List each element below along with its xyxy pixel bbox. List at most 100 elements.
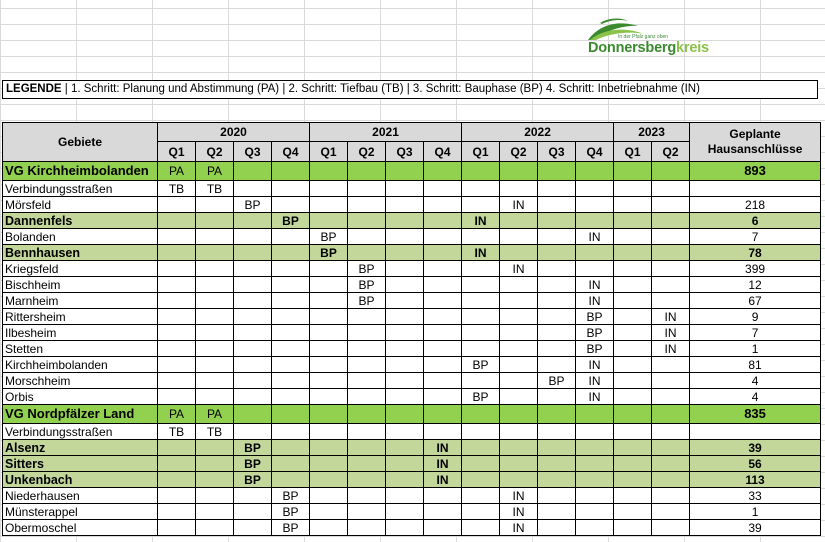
phase-cell[interactable] [461,455,501,472]
phase-cell[interactable]: BP [233,196,272,213]
phase-cell[interactable] [157,292,196,309]
phase-cell[interactable] [499,404,539,424]
planned-connections-cell[interactable]: 399 [689,260,822,277]
planned-connections-cell[interactable]: 1 [689,340,822,357]
phase-cell[interactable]: IN [575,292,615,309]
phase-cell[interactable] [270,404,311,424]
phase-cell[interactable] [499,372,539,389]
phase-cell[interactable] [347,244,387,261]
area-name-cell[interactable]: VG Nordpfälzer Land [2,404,158,424]
phase-cell[interactable] [537,196,577,213]
planned-connections-cell[interactable]: 12 [689,276,822,293]
phase-cell[interactable] [270,340,311,357]
phase-cell[interactable] [385,455,425,472]
phase-cell[interactable] [651,356,691,373]
phase-cell[interactable] [385,212,425,229]
area-name-cell[interactable]: Ilbesheim [2,324,158,341]
phase-cell[interactable] [347,487,387,504]
phase-cell[interactable] [613,260,653,277]
phase-cell[interactable] [537,356,577,373]
phase-cell[interactable]: IN [499,503,539,520]
phase-cell[interactable] [575,180,615,197]
phase-cell[interactable] [157,471,196,488]
phase-cell[interactable]: IN [499,196,539,213]
phase-cell[interactable] [423,356,463,373]
area-name-cell[interactable]: Orbis [2,388,158,405]
phase-cell[interactable] [537,519,577,536]
phase-cell[interactable] [309,324,349,341]
phase-cell[interactable] [651,503,691,520]
phase-cell[interactable] [461,228,501,245]
phase-cell[interactable] [423,519,463,536]
phase-cell[interactable] [575,455,615,472]
phase-cell[interactable] [385,487,425,504]
phase-cell[interactable] [233,212,272,229]
phase-cell[interactable] [195,228,234,245]
phase-cell[interactable]: BP [575,324,615,341]
phase-cell[interactable] [651,161,691,181]
phase-cell[interactable]: IN [575,356,615,373]
phase-cell[interactable]: BP [347,276,387,293]
phase-cell[interactable] [537,161,577,181]
phase-cell[interactable] [347,404,387,424]
phase-cell[interactable] [613,404,653,424]
phase-cell[interactable] [309,196,349,213]
phase-cell[interactable] [270,260,311,277]
phase-cell[interactable]: BP [270,519,311,536]
phase-cell[interactable] [347,356,387,373]
phase-cell[interactable]: BP [309,244,349,261]
phase-cell[interactable] [233,340,272,357]
phase-cell[interactable] [195,196,234,213]
phase-cell[interactable] [499,292,539,309]
phase-cell[interactable]: IN [499,260,539,277]
area-name-cell[interactable]: Mörsfeld [2,196,158,213]
planned-connections-cell[interactable]: 7 [689,324,822,341]
phase-cell[interactable] [309,471,349,488]
phase-cell[interactable] [613,372,653,389]
phase-cell[interactable] [423,196,463,213]
area-name-cell[interactable]: Bischheim [2,276,158,293]
phase-cell[interactable] [347,196,387,213]
phase-cell[interactable] [423,388,463,405]
phase-cell[interactable] [157,260,196,277]
phase-cell[interactable] [461,404,501,424]
phase-cell[interactable] [233,324,272,341]
phase-cell[interactable]: IN [461,212,501,229]
phase-cell[interactable] [613,503,653,520]
phase-cell[interactable] [385,324,425,341]
phase-cell[interactable]: IN [423,471,463,488]
phase-cell[interactable] [385,180,425,197]
phase-cell[interactable] [499,356,539,373]
phase-cell[interactable] [309,388,349,405]
phase-cell[interactable] [423,228,463,245]
phase-cell[interactable] [270,455,311,472]
phase-cell[interactable] [575,244,615,261]
phase-cell[interactable] [499,388,539,405]
phase-cell[interactable] [575,423,615,440]
phase-cell[interactable] [270,356,311,373]
phase-cell[interactable] [157,212,196,229]
phase-cell[interactable] [347,439,387,456]
phase-cell[interactable] [651,228,691,245]
phase-cell[interactable] [385,260,425,277]
phase-cell[interactable] [613,180,653,197]
phase-cell[interactable]: IN [499,519,539,536]
phase-cell[interactable] [461,260,501,277]
planned-connections-cell[interactable] [689,180,822,197]
area-name-cell[interactable]: Verbindungsstraßen [2,423,158,440]
phase-cell[interactable] [233,423,272,440]
phase-cell[interactable]: IN [423,455,463,472]
phase-cell[interactable] [613,308,653,325]
area-name-cell[interactable]: Verbindungsstraßen [2,180,158,197]
phase-cell[interactable] [499,161,539,181]
phase-cell[interactable] [613,292,653,309]
phase-cell[interactable] [233,161,272,181]
phase-cell[interactable] [270,161,311,181]
phase-cell[interactable] [157,356,196,373]
phase-cell[interactable] [385,308,425,325]
phase-cell[interactable] [651,244,691,261]
area-name-cell[interactable]: Dannenfels [2,212,158,229]
phase-cell[interactable] [423,372,463,389]
phase-cell[interactable] [613,519,653,536]
phase-cell[interactable] [499,455,539,472]
